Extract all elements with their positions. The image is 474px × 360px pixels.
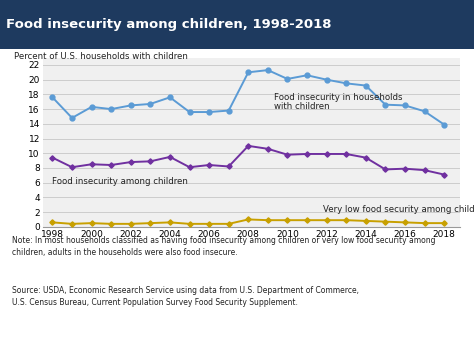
- Text: with children: with children: [274, 103, 329, 112]
- Text: Food insecurity among children, 1998-2018: Food insecurity among children, 1998-201…: [6, 18, 331, 31]
- Text: Note: In most households classified as having food insecurity among children or : Note: In most households classified as h…: [12, 236, 435, 257]
- Text: Food insecurity among children: Food insecurity among children: [53, 177, 188, 186]
- Text: Very low food security among children: Very low food security among children: [323, 205, 474, 214]
- Text: Percent of U.S. households with children: Percent of U.S. households with children: [14, 52, 188, 61]
- Text: Food insecurity in households: Food insecurity in households: [274, 93, 402, 102]
- Text: Source: USDA, Economic Research Service using data from U.S. Department of Comme: Source: USDA, Economic Research Service …: [12, 286, 359, 307]
